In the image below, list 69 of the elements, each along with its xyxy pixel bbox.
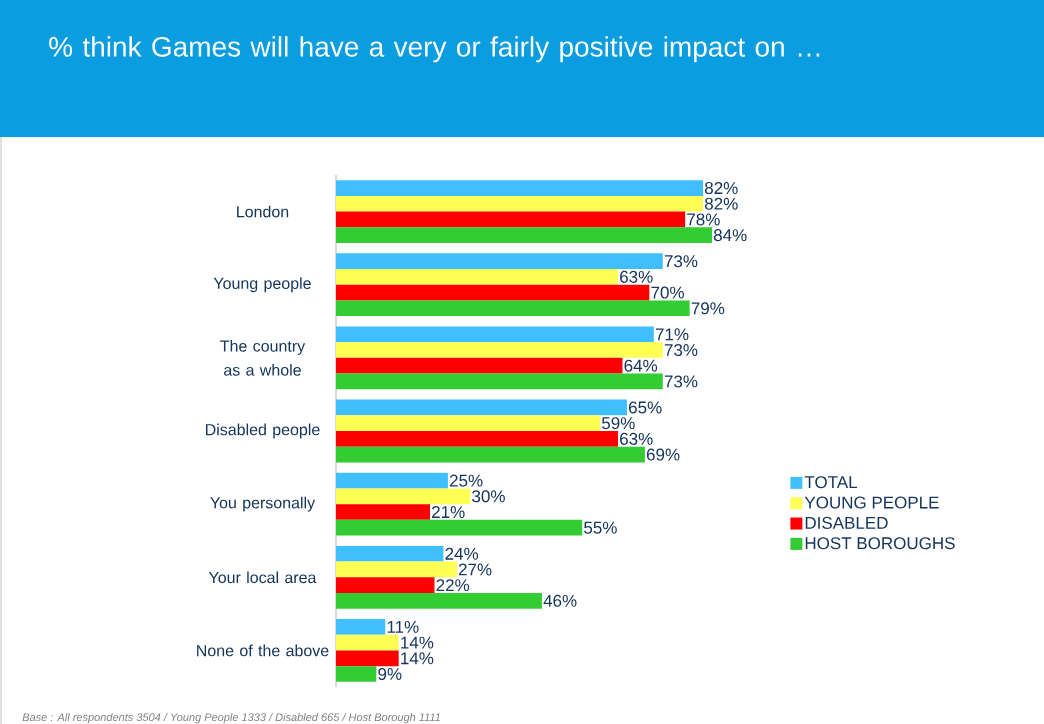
bar [336, 227, 712, 243]
data-label: 9% [378, 667, 402, 680]
data-label: 46% [543, 594, 577, 607]
data-label: 30% [472, 490, 505, 503]
y-tick-label: You personally [210, 496, 316, 512]
bar [336, 195, 704, 212]
bar [336, 253, 663, 269]
data-label: 82% [704, 197, 738, 210]
legend-label: DISABLED [805, 516, 888, 529]
data-label: 70% [651, 286, 684, 299]
chart-title: % think Games will have a very or fairly positive impact on … [49, 36, 820, 63]
y-tick-label: Disabled people [205, 423, 320, 439]
bar [336, 488, 471, 504]
text: Base : All respondents 3504 / Young People 1333 / Disabled 665 / Host Borough 1111 [22, 712, 440, 724]
data-label: 63% [620, 432, 653, 445]
data-label: 63% [620, 270, 653, 283]
bar [336, 592, 542, 609]
bar [336, 180, 704, 196]
bar [336, 300, 690, 316]
data-label: 14% [401, 636, 434, 649]
data-label: 73% [664, 375, 698, 388]
bar [336, 545, 444, 562]
bar [336, 577, 435, 593]
data-label: 84% [713, 228, 747, 241]
data-label: 55% [584, 521, 617, 534]
legend-label: HOST BOROUGHS [805, 537, 955, 550]
legend-label: YOUNG PEOPLE [804, 496, 939, 509]
bar [336, 211, 686, 228]
data-label: 25% [449, 474, 483, 487]
data-label: 73% [664, 254, 698, 268]
data-label: 11% [387, 620, 419, 633]
y-tick-label: Young people [213, 277, 311, 292]
bar [336, 650, 399, 666]
y-tick-label: London [237, 205, 289, 218]
bar [336, 665, 377, 682]
data-label: 59% [601, 416, 635, 429]
data-label: 65% [629, 401, 662, 414]
data-label: 71% [655, 328, 689, 341]
data-label: 14% [401, 652, 434, 665]
bar [336, 634, 399, 651]
bar [336, 446, 645, 463]
legend-label: TOTAL [804, 475, 858, 489]
data-label: 79% [691, 302, 725, 315]
bar [336, 472, 448, 489]
bar [336, 341, 663, 358]
y-tick-label: Your local area [208, 571, 317, 583]
bar [336, 326, 654, 342]
bar [336, 357, 623, 374]
data-label: 64% [624, 359, 658, 372]
bar [336, 561, 457, 578]
bar [336, 284, 650, 301]
data-label: 78% [687, 213, 720, 226]
bar [336, 618, 386, 635]
bar [336, 268, 618, 285]
bar [336, 503, 431, 520]
y-tick-label: None of the above [197, 644, 329, 657]
bar [336, 399, 627, 416]
data-label: 73% [664, 343, 698, 356]
bar [336, 430, 618, 447]
bar [336, 373, 663, 390]
data-label: 69% [646, 448, 680, 461]
data-label: 21% [432, 505, 465, 518]
bar [336, 415, 601, 431]
data-label: 22% [436, 578, 470, 591]
bar [336, 519, 583, 536]
data-label: 27% [458, 563, 492, 576]
data-label: 24% [445, 547, 479, 560]
data-label: 82% [704, 181, 738, 194]
y-tick-label: The country as a whole [220, 339, 306, 376]
